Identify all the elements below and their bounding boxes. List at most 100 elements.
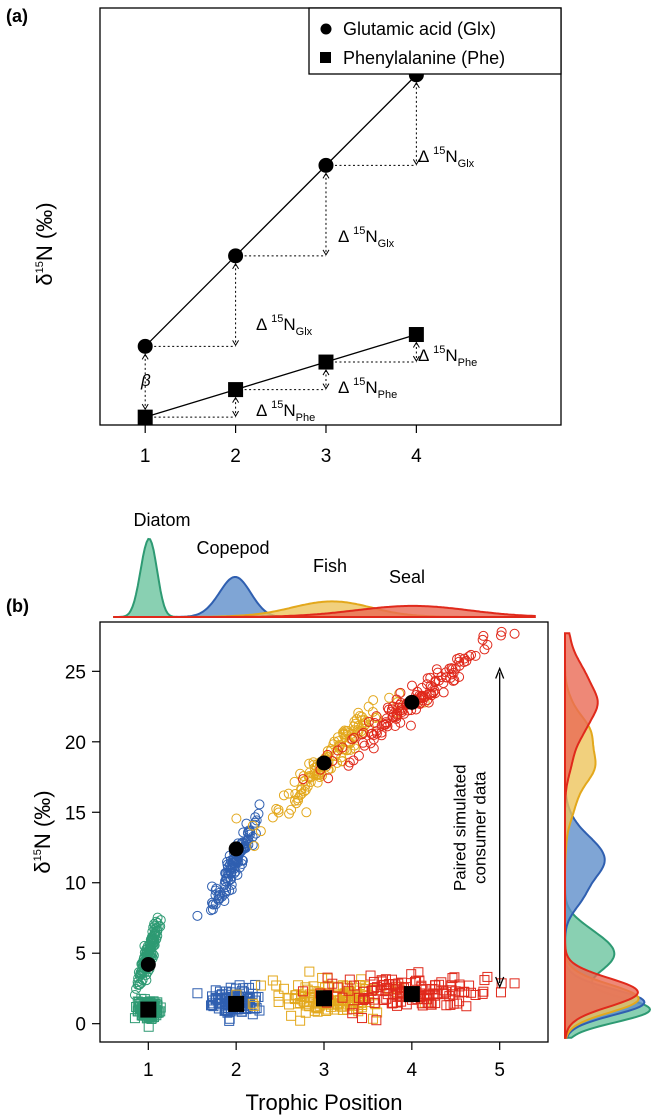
phe-scatter-point [428, 988, 439, 999]
panel-a-ylabel: δ15N (‰) [32, 202, 57, 285]
glx-scatter-point [438, 678, 449, 689]
phe-scatter-point [359, 994, 370, 1005]
phe-scatter-point [452, 998, 463, 1009]
glx-scatter-point [231, 813, 242, 824]
phe-scatter-point [387, 998, 398, 1009]
glx-scatter-point [363, 701, 374, 712]
glx-scatter-point [466, 649, 477, 660]
glx-scatter-point [416, 682, 427, 693]
glx-scatter-point [249, 841, 260, 852]
glx-scatter-point [422, 673, 433, 684]
phe-scatter-point [322, 972, 333, 983]
phe-scatter-point [358, 994, 369, 1005]
y-tick-label: 5 [75, 944, 86, 965]
y-tick-label: 0 [75, 1015, 86, 1036]
phe-scatter-point [371, 1015, 382, 1026]
phe-scatter-point [286, 1010, 297, 1021]
phe-scatter-point [334, 998, 345, 1009]
glx-scatter-point [271, 803, 282, 814]
glx-scatter-point [221, 882, 232, 893]
glx-scatter-point [405, 720, 416, 731]
phe-mean-point [140, 1001, 157, 1018]
phe-scatter-point [376, 975, 387, 986]
phe-scatter-point [225, 982, 236, 993]
panel-b-right-density [564, 632, 651, 1039]
glx-scatter-point [449, 675, 460, 686]
glx-delta-label: Δ 15NGlx [338, 225, 395, 250]
glx-scatter-point [416, 690, 427, 701]
paired-data-text-group: Paired simulated consumer data [451, 764, 490, 891]
glx-scatter-point [390, 721, 401, 732]
glx-line [144, 74, 417, 347]
glx-scatter-point [509, 628, 520, 639]
y-tick-label: 15 [65, 803, 86, 824]
glx-scatter-point [353, 707, 364, 718]
phe-delta-label: Δ 15NPhe [338, 376, 397, 401]
glx-scatter-point [347, 734, 358, 745]
panel-b-means [140, 694, 420, 1018]
glx-scatter-point [478, 630, 489, 641]
paired-data-line-2: consumer data [471, 771, 490, 884]
glx-scatter-point [226, 884, 237, 895]
glx-scatter-point [381, 718, 392, 729]
panel-a-legend: Glutamic acid (Glx) Phenylalanine (Phe) [308, 7, 562, 75]
panel-b-label: (b) [6, 596, 29, 616]
glx-scatter-point [137, 974, 148, 985]
phe-scatter-point [249, 1000, 260, 1011]
panel-a-annotations: Δ 15NGlx Δ 15NGlx Δ 15NGlx Δ 15NPhe Δ 15NPhe… [140, 145, 477, 424]
phe-scatter-point [426, 999, 437, 1010]
phe-scatter-point [289, 992, 300, 1003]
glx-point [228, 248, 244, 264]
phe-scatter-point [297, 986, 308, 997]
phe-scatter-point [348, 1004, 359, 1015]
glx-scatter-point [289, 776, 300, 787]
phe-scatter-point [372, 1007, 383, 1018]
glx-scatter-point [243, 839, 254, 850]
phe-scatter-point [299, 996, 310, 1007]
glx-scatter-point [464, 651, 475, 662]
phe-scatter-point [406, 969, 417, 980]
legend-circle-marker [320, 23, 332, 35]
glx-mean-point [140, 956, 156, 972]
phe-scatter-point [192, 988, 203, 999]
glx-scatter-point [286, 804, 297, 815]
phe-scatter-point [304, 966, 315, 977]
glx-scatter-point [283, 788, 294, 799]
glx-scatter-point [134, 970, 145, 981]
phe-step-arrow-head-top [232, 396, 240, 403]
panel-b-ticks: 1 2 3 4 5 0 5 10 15 20 25 [65, 662, 505, 1081]
glx-scatter-point [232, 869, 243, 880]
phe-scatter-point [271, 980, 282, 991]
glx-scatter-point [150, 929, 161, 940]
phe-scatter-point [495, 987, 506, 998]
phe-point [408, 327, 424, 343]
phe-scatter-point [479, 975, 490, 986]
phe-scatter-point [317, 972, 328, 983]
glx-scatter-point [143, 944, 154, 955]
group-label-seal: Seal [389, 567, 425, 587]
glx-scatter-point [132, 977, 143, 988]
glx-scatter-point [447, 664, 458, 675]
phe-step-arrow-head-top [322, 369, 330, 376]
phe-scatter-point [250, 979, 261, 990]
phe-scatter-point [470, 989, 481, 1000]
phe-scatter-point [454, 987, 465, 998]
glx-step-arrow-head-top [322, 172, 330, 179]
phe-scatter-point [477, 988, 488, 999]
phe-point [228, 382, 244, 398]
glx-scatter-point [238, 827, 249, 838]
phe-scatter-point [237, 985, 248, 996]
panel-a-x-ticks: 1 2 3 4 [140, 425, 422, 467]
glx-scatter-point [221, 886, 232, 897]
glx-scatter-point [367, 728, 378, 739]
group-label-copepod: Copepod [196, 538, 269, 558]
glx-scatter-point [357, 729, 368, 740]
glx-scatter-point [337, 742, 348, 753]
legend-entry-phe: Phenylalanine (Phe) [343, 48, 505, 68]
phe-scatter-point [438, 985, 449, 996]
glx-point [318, 157, 334, 173]
glx-scatter-point [323, 773, 334, 784]
x-tick-label: 3 [319, 1060, 330, 1081]
phe-scatter-point [283, 993, 294, 1004]
y-tick-label: 25 [65, 662, 86, 683]
